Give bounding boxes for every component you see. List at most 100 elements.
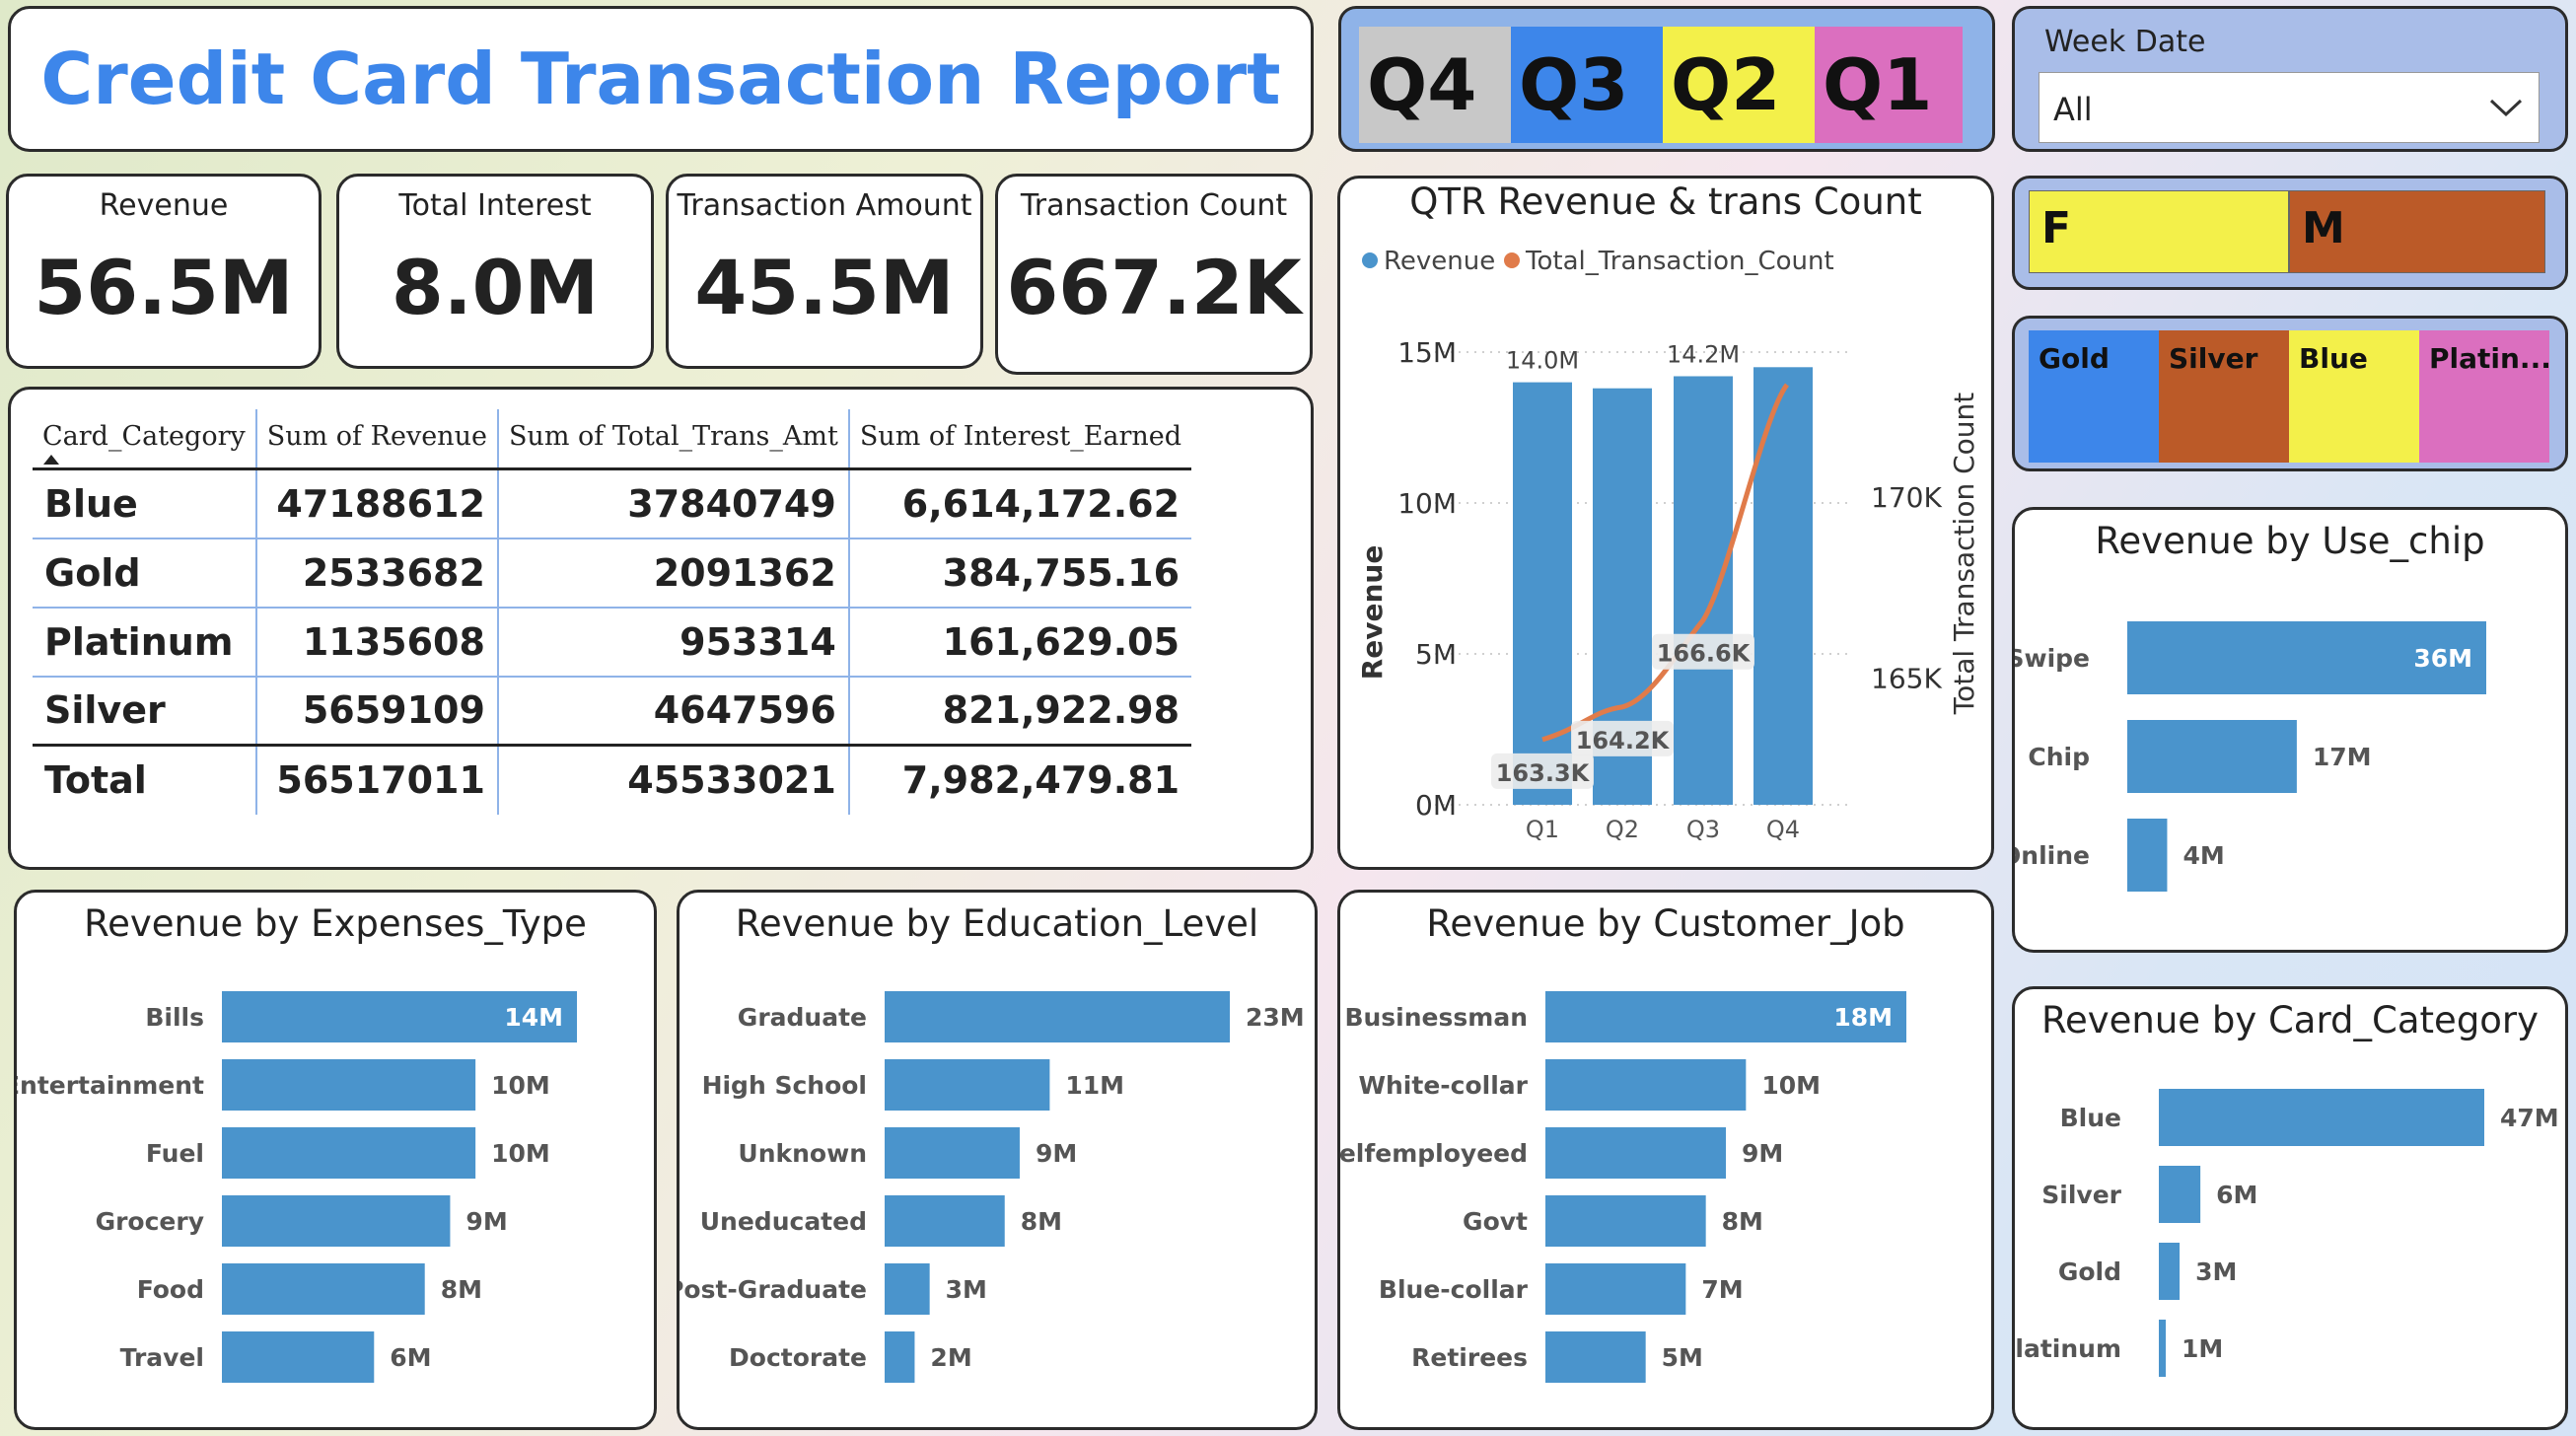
education-bar-chart: Revenue by Education_Level Graduate 23M Hig… — [680, 902, 1305, 1383]
line-data-label: 166.6K — [1657, 640, 1752, 668]
matrix-cell: 7,982,479.81 — [847, 744, 1192, 815]
matrix-cell: Total — [33, 744, 256, 815]
line-label-bg — [1491, 753, 1594, 789]
bar[interactable] — [885, 991, 1230, 1042]
quarter-slicer-item-q4[interactable]: Q4 — [1359, 27, 1511, 143]
expenses-chart-panel: Revenue by Expenses_Type Bills 14M Entertai… — [14, 890, 657, 1430]
bar-data-label: 9M — [465, 1207, 507, 1236]
bar[interactable] — [222, 1195, 451, 1247]
category-label: Entertainment — [17, 1071, 204, 1100]
week-date-value: All — [2053, 91, 2093, 128]
bar-data-label: 6M — [2216, 1181, 2257, 1209]
bar[interactable] — [885, 1195, 1005, 1247]
chart-title: Revenue by Customer_Job — [1426, 902, 1904, 945]
bar[interactable] — [222, 991, 577, 1042]
bar[interactable] — [2127, 819, 2168, 892]
revenue-bar-labels: 14.0M 14.2M — [1506, 340, 1740, 374]
bar[interactable] — [2127, 720, 2297, 793]
bar[interactable] — [2159, 1166, 2201, 1223]
category-label: Gold — [2058, 1257, 2121, 1286]
bar[interactable] — [1545, 1195, 1706, 1247]
x-tick-label: Q2 — [1606, 816, 1639, 843]
bar-data-label: 10M — [491, 1071, 550, 1100]
bar[interactable] — [222, 1263, 425, 1315]
bar[interactable] — [2159, 1089, 2484, 1146]
kpi-count-value: 667.2K — [1006, 244, 1302, 331]
legend-revenue-label[interactable]: Revenue — [1384, 247, 1495, 276]
y2-tick-label: 170K — [1871, 481, 1942, 514]
matrix-row[interactable]: Platinum 1135608 953314 161,629.05 — [33, 607, 1192, 678]
bar[interactable] — [885, 1263, 930, 1315]
y-tick-label: 0M — [1415, 789, 1457, 822]
bar[interactable] — [1545, 1059, 1747, 1111]
quarter-slicer-item-q2[interactable]: Q2 — [1663, 27, 1815, 143]
qtr-combo-chart: QTR Revenue & trans Count Revenue Total_… — [1356, 180, 1980, 843]
revenue-bar[interactable] — [1674, 376, 1733, 805]
bar[interactable] — [1545, 991, 1906, 1042]
week-date-dropdown[interactable]: All — [2039, 72, 2540, 143]
bar-data-label: 6M — [390, 1343, 431, 1372]
bar[interactable] — [1545, 1127, 1726, 1179]
matrix-cell: 37840749 — [496, 468, 849, 539]
bar[interactable] — [885, 1059, 1050, 1111]
revenue-bar[interactable] — [1513, 382, 1572, 805]
line-data-label: 164.2K — [1576, 727, 1671, 754]
matrix-row[interactable]: Gold 2533682 2091362 384,755.16 — [33, 538, 1192, 609]
matrix-cell: 953314 — [496, 607, 849, 678]
bar-data-label: 18M — [1833, 1003, 1893, 1032]
matrix-cell: 56517011 — [254, 744, 498, 815]
trans-count-line[interactable] — [1541, 383, 1790, 743]
y-tick-label: 5M — [1415, 638, 1457, 671]
matrix-cell: Blue — [33, 468, 256, 539]
legend-count-label[interactable]: Total_Transaction_Count — [1525, 247, 1834, 276]
category-label: Blue — [2060, 1104, 2121, 1132]
gender-slicer: F M — [2012, 176, 2568, 290]
revenue-bar[interactable] — [1753, 367, 1813, 805]
qtr-chart-panel: QTR Revenue & trans Count Revenue Total_… — [1337, 176, 1994, 870]
matrix-row[interactable]: Blue 47188612 37840749 6,614,172.62 — [33, 468, 1192, 539]
category-label: Unknown — [738, 1139, 867, 1168]
bar[interactable] — [2159, 1243, 2181, 1300]
category-label: Food — [137, 1275, 204, 1304]
gender-slicer-item-m[interactable]: M — [2289, 190, 2545, 273]
quarter-slicer-item-q3[interactable]: Q3 — [1511, 27, 1663, 143]
card-category-bar-chart: Revenue by Card_Category Blue 47M Silver 6M G… — [2015, 999, 2559, 1377]
bar[interactable] — [885, 1127, 1020, 1179]
matrix-cell: 5659109 — [254, 676, 498, 747]
bar[interactable] — [222, 1331, 375, 1383]
matrix-row[interactable]: Silver 5659109 4647596 821,922.98 — [33, 676, 1192, 747]
card-slicer-item-silver[interactable]: Silver — [2159, 330, 2289, 463]
bar[interactable] — [2127, 621, 2486, 694]
matrix-cell: Silver — [33, 676, 256, 747]
y-axis-ticks: 0M 5M 10M 15M — [1397, 336, 1457, 822]
bar[interactable] — [222, 1059, 476, 1111]
matrix-header-card-category[interactable]: Card_Category — [33, 409, 256, 470]
chart-title: Revenue by Expenses_Type — [84, 902, 587, 945]
x-tick-label: Q1 — [1526, 816, 1559, 843]
matrix-cell: Platinum — [33, 607, 256, 678]
sort-ascending-icon — [43, 455, 59, 465]
bar[interactable] — [1545, 1331, 1646, 1383]
bar[interactable] — [222, 1127, 476, 1179]
card-slicer-item-blue[interactable]: Blue — [2289, 330, 2419, 463]
matrix-table: Card_Category Sum of Revenue Sum of Tota… — [33, 409, 1192, 815]
bar-data-label: 17M — [2313, 743, 2372, 771]
matrix-header-trans-amt[interactable]: Sum of Total_Trans_Amt — [496, 409, 849, 470]
bar[interactable] — [1545, 1263, 1686, 1315]
kpi-interest-value: 8.0M — [391, 244, 600, 331]
bar-data-label: 5M — [1662, 1343, 1703, 1372]
bar-data-label: 10M — [1761, 1071, 1821, 1100]
matrix-header-revenue[interactable]: Sum of Revenue — [254, 409, 498, 470]
card-slicer-item-gold[interactable]: Gold — [2029, 330, 2159, 463]
week-date-slicer: Week Date All — [2012, 6, 2568, 152]
category-label: White-collar — [1358, 1071, 1528, 1100]
matrix-header-interest[interactable]: Sum of Interest_Earned — [847, 409, 1192, 470]
bar[interactable] — [885, 1331, 915, 1383]
card-slicer-item-platinum[interactable]: Platin... — [2419, 330, 2549, 463]
quarter-slicer-item-q1[interactable]: Q1 — [1815, 27, 1963, 143]
x-tick-label: Q4 — [1766, 816, 1800, 843]
bar[interactable] — [2159, 1320, 2167, 1377]
category-label: Grocery — [96, 1207, 204, 1236]
matrix-header-row: Card_Category Sum of Revenue Sum of Tota… — [33, 409, 1192, 470]
gender-slicer-item-f[interactable]: F — [2029, 190, 2289, 273]
